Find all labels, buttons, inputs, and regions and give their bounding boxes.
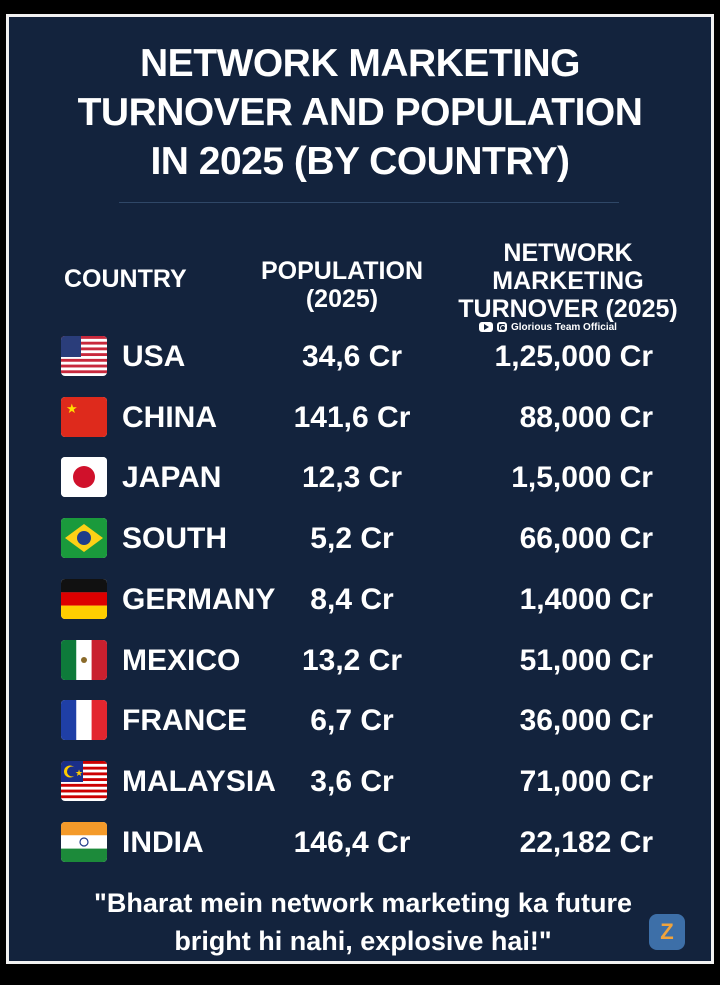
- country-name: USA: [122, 340, 186, 373]
- population-value: 34,6 Cr: [301, 340, 403, 373]
- title-divider: [119, 202, 619, 203]
- country-name: FRANCE: [122, 704, 247, 738]
- header-population-line-2: (2025): [305, 285, 379, 313]
- title-line-1: NETWORK MARKETING: [140, 42, 580, 85]
- table-row: ★ MALAYSIA 3,6 Cr 71,000 Cr: [9, 757, 717, 807]
- malaysia-flag-icon: ★: [61, 760, 107, 801]
- table-row: USA 34,6 Cr 1,25,000 Cr: [9, 332, 717, 382]
- population-value: 5,2 Cr: [310, 522, 394, 556]
- header-population-line-1: POPULATION: [260, 257, 424, 285]
- turnover-value: 1,4000 Cr: [519, 582, 653, 616]
- turnover-value: 51,000 Cr: [519, 643, 653, 677]
- table-row: JAPAN 12,3 Cr 1,5,000 Cr: [9, 453, 717, 503]
- china-flag-icon: ★: [61, 396, 107, 437]
- svg-text:★: ★: [66, 402, 78, 417]
- germany-flag-icon: [61, 578, 107, 619]
- table-row: MEXICO 13,2 Cr 51,000 Cr: [9, 636, 717, 686]
- usa-flag-icon: [61, 336, 107, 376]
- country-name: GERMANY: [122, 582, 276, 616]
- france-flag-icon: [61, 700, 107, 741]
- table-row: ★ CHINA 141,6 Cr 88,000 Cr: [9, 393, 717, 443]
- turnover-value: 66,000 Cr: [519, 522, 653, 556]
- country-name: MALAYSIA: [122, 764, 276, 798]
- turnover-value: 1,5,000 Cr: [511, 461, 653, 495]
- population-value: 141,6 Cr: [293, 400, 411, 434]
- population-value: 13,2 Cr: [301, 643, 403, 677]
- header-population: POPULATION (2025): [251, 257, 433, 313]
- country-name: INDIA: [122, 825, 204, 859]
- quote-line-2: bright hi nahi, explosive hai!": [174, 926, 552, 956]
- turnover-value: 1,25,000 Cr: [494, 340, 653, 373]
- turnover-value: 71,000 Cr: [519, 764, 653, 798]
- table-row: SOUTH 5,2 Cr 66,000 Cr: [9, 514, 717, 564]
- japan-flag-icon: [61, 457, 107, 498]
- instagram-icon: [497, 322, 507, 332]
- population-value: 12,3 Cr: [301, 461, 403, 495]
- population-value: 6,7 Cr: [310, 704, 394, 738]
- header-country: COUNTRY: [64, 265, 187, 293]
- infographic-card: NETWORK MARKETING TURNOVER AND POPULATIO…: [6, 14, 714, 964]
- title-line-2: TURNOVER AND POPULATION: [77, 91, 643, 134]
- table-row: FRANCE 6,7 Cr 36,000 Cr: [9, 696, 717, 746]
- app-badge-icon: Z: [649, 914, 685, 950]
- population-value: 146,4 Cr: [293, 825, 411, 859]
- page-title: NETWORK MARKETING TURNOVER AND POPULATIO…: [9, 39, 711, 186]
- population-value: 8,4 Cr: [310, 582, 394, 616]
- mexico-flag-icon: [61, 639, 107, 680]
- turnover-value: 36,000 Cr: [519, 704, 653, 738]
- table-row: GERMANY 8,4 Cr 1,4000 Cr: [9, 575, 717, 625]
- turnover-value: 88,000 Cr: [519, 400, 653, 434]
- social-handle-label: Glorious Team Official: [511, 321, 617, 333]
- header-turnover-line-2: MARKETING: [492, 267, 644, 295]
- brazil-flag-icon: [61, 518, 107, 559]
- social-handle: Glorious Team Official: [479, 320, 617, 334]
- india-flag-icon: [61, 821, 107, 862]
- country-name: JAPAN: [122, 461, 222, 495]
- country-name: CHINA: [122, 400, 217, 434]
- population-value: 3,6 Cr: [310, 764, 394, 798]
- table-row: INDIA 146,4 Cr 22,182 Cr: [9, 818, 717, 868]
- header-turnover-line-3: TURNOVER (2025): [458, 295, 678, 323]
- svg-text:★: ★: [75, 769, 83, 779]
- country-name: SOUTH: [122, 522, 227, 556]
- header-turnover-line-1: NETWORK: [503, 239, 633, 267]
- turnover-value: 22,182 Cr: [519, 825, 653, 859]
- quote-line-1: "Bharat mein network marketing ka future: [94, 888, 632, 918]
- title-line-3: IN 2025 (BY COUNTRY): [150, 140, 570, 183]
- youtube-icon: [479, 322, 493, 332]
- country-name: MEXICO: [122, 643, 241, 677]
- header-turnover: NETWORK MARKETING TURNOVER (2025): [445, 239, 691, 323]
- quote: "Bharat mein network marketing ka future…: [9, 884, 717, 960]
